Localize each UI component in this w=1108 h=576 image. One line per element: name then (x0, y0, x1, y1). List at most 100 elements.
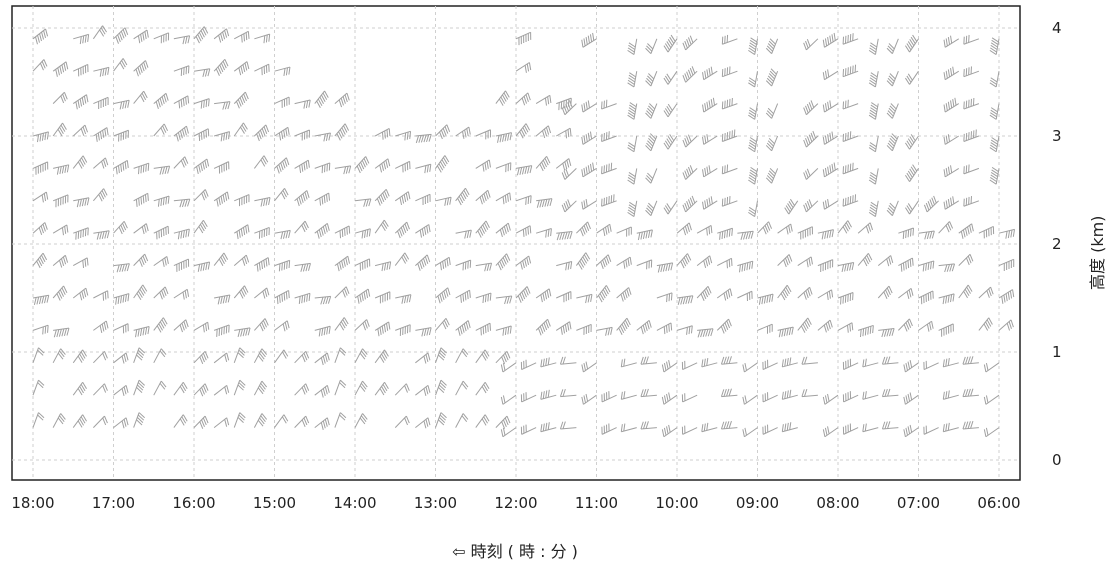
wind-barb (274, 320, 290, 332)
wind-barb (862, 423, 879, 433)
wind-barb (32, 131, 49, 143)
wind-barb (801, 356, 818, 365)
wind-barb (963, 129, 980, 142)
wind-barb (193, 383, 209, 397)
wind-barb (32, 347, 45, 363)
wind-barb (857, 253, 873, 267)
wind-barb (334, 255, 350, 272)
wind-barb (962, 356, 979, 365)
wind-barb (720, 388, 738, 398)
wind-barb (153, 286, 169, 300)
wind-barb (334, 123, 350, 141)
wind-barb (113, 384, 129, 396)
wind-barb (314, 222, 330, 239)
wind-barb (676, 295, 694, 306)
wind-barb (601, 131, 617, 142)
wind-barb (354, 348, 368, 364)
wind-barb (133, 29, 149, 44)
wind-barb (415, 224, 431, 238)
wind-barb (943, 196, 960, 210)
wind-barb (374, 381, 389, 396)
wind-barb (520, 424, 537, 435)
wind-barb (254, 318, 269, 332)
wind-barb (455, 187, 470, 206)
wind-barb (294, 190, 310, 207)
wind-barb (765, 68, 779, 87)
wind-barb (576, 323, 592, 335)
wind-barb (817, 289, 834, 301)
wind-barb (254, 63, 270, 76)
wind-barb (354, 288, 371, 304)
wind-barb (842, 162, 859, 175)
wind-barb (784, 198, 799, 215)
wind-barb (535, 318, 551, 336)
x-tick-label: 07:00 (897, 494, 940, 512)
wind-barb (640, 388, 657, 398)
wind-barb (495, 295, 513, 305)
wind-barb (886, 103, 899, 119)
wind-barb (173, 198, 191, 208)
wind-barb (193, 321, 210, 333)
wind-barb (681, 425, 698, 435)
wind-barb (581, 131, 597, 145)
wind-barb (53, 327, 70, 338)
wind-barb (898, 227, 915, 239)
wind-barb (958, 223, 974, 239)
wind-barb (113, 417, 129, 429)
wind-barb (495, 325, 512, 336)
wind-barb (938, 323, 954, 337)
wind-barb (943, 66, 960, 81)
wind-barb (32, 294, 50, 305)
y-tick-label: 1 (1052, 343, 1062, 361)
wind-barb (721, 196, 738, 207)
wind-barb (918, 230, 935, 240)
wind-barb (702, 196, 718, 210)
wind-barb (661, 424, 678, 438)
wind-barb (877, 255, 894, 267)
wind-barb (616, 287, 632, 302)
wind-barb (596, 223, 612, 237)
wind-barb (173, 258, 190, 272)
wind-barb (837, 322, 854, 333)
wind-barb (515, 286, 531, 303)
wind-barb (113, 263, 130, 273)
wind-barb (73, 33, 90, 45)
wind-barb (559, 421, 577, 430)
wind-barb (737, 260, 754, 273)
wind-barb (998, 258, 1015, 271)
wind-barb (636, 259, 653, 270)
wind-barb (435, 124, 451, 140)
wind-barb (797, 256, 813, 268)
x-tick-label: 18:00 (11, 494, 54, 512)
wind-barb (193, 189, 209, 202)
wind-barb (797, 317, 812, 333)
wind-barb (500, 362, 517, 373)
wind-barb (701, 358, 718, 368)
wind-barb (233, 122, 248, 137)
wind-barb (133, 412, 145, 428)
wind-barb (32, 28, 49, 45)
wind-barb (214, 101, 231, 110)
wind-barb (193, 26, 209, 44)
wind-barb (500, 427, 517, 438)
wind-barb (555, 158, 572, 171)
wind-barb (721, 164, 738, 175)
wind-barb (294, 262, 311, 272)
wind-barb (52, 122, 67, 137)
wind-barb (898, 287, 914, 299)
wind-barb (777, 284, 792, 301)
wind-barb (72, 349, 87, 364)
wind-barb (73, 227, 89, 240)
wind-barb (495, 222, 511, 238)
wind-barb (817, 259, 834, 273)
wind-barb (415, 327, 432, 337)
wind-barb (581, 393, 597, 405)
wind-barb (697, 328, 714, 338)
x-tick-label: 06:00 (977, 494, 1020, 512)
wind-barb (395, 324, 411, 336)
wind-barb (475, 129, 491, 140)
wind-barb (682, 165, 698, 180)
wind-barb (173, 35, 191, 45)
wind-barb (627, 38, 638, 55)
wind-barb (274, 96, 290, 108)
